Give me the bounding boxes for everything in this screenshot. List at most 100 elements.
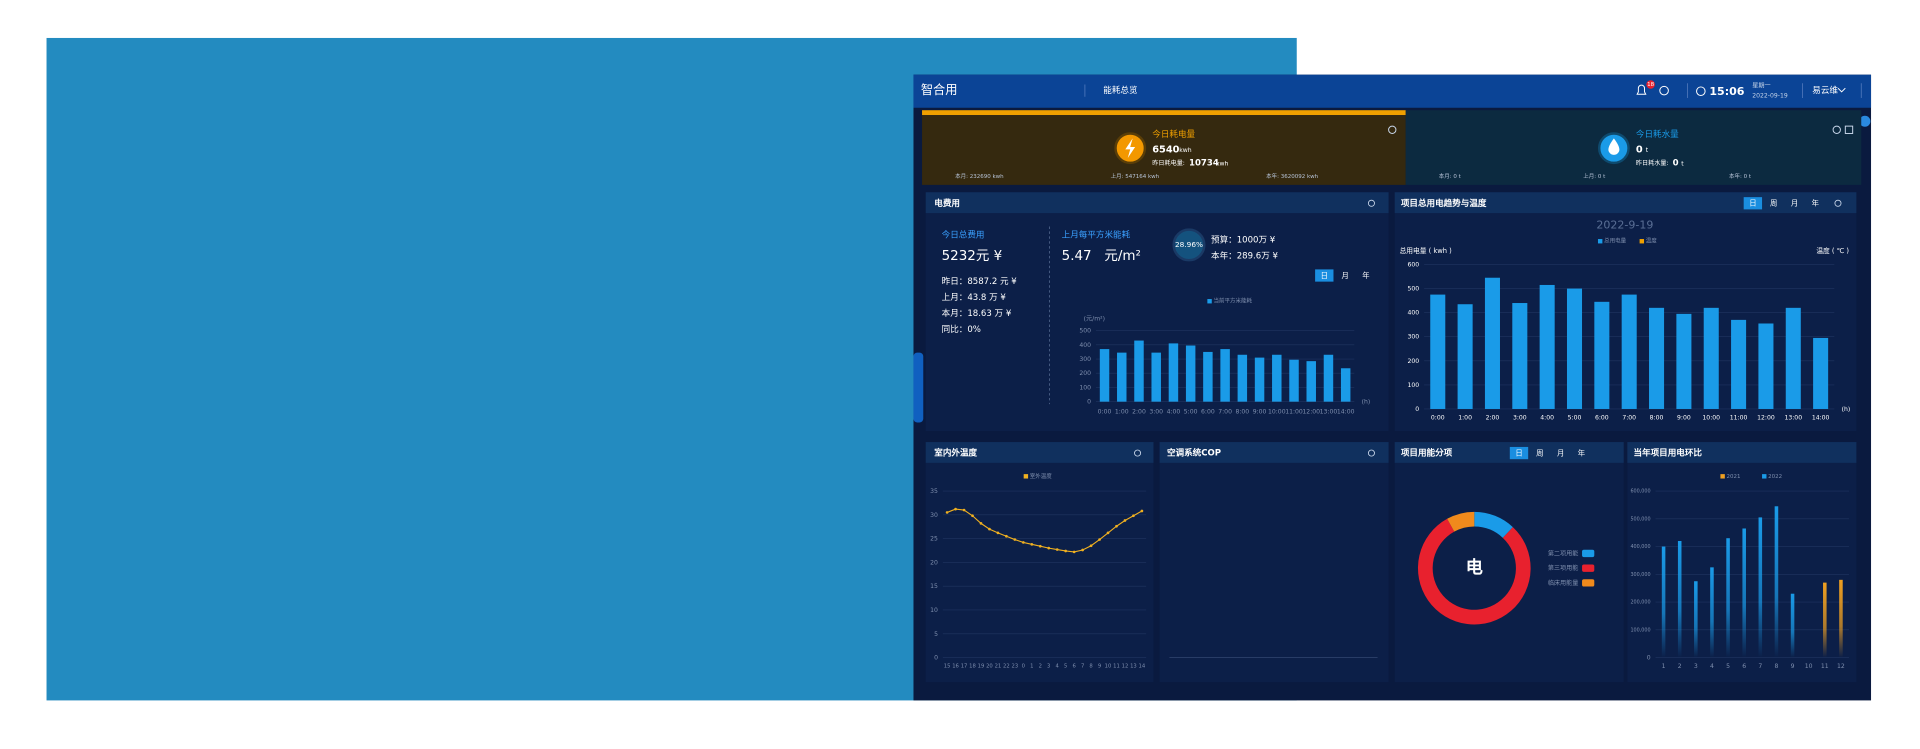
- point: [1005, 534, 1008, 538]
- y-tick-label: 15: [930, 583, 938, 590]
- x-tick-label: 2:00: [1132, 408, 1146, 415]
- card-label: 昨日耗电量:: [1152, 159, 1185, 167]
- card-unit: t: [1646, 147, 1649, 154]
- nav-item[interactable]: 能耗总览: [1103, 84, 1138, 96]
- x-tick-label: 7:00: [1218, 408, 1232, 415]
- legend-label: 总用电量: [1604, 237, 1627, 245]
- x-tick-label: 8: [1774, 663, 1778, 670]
- y-axis-label: 总用电量 ( kwh ): [1400, 246, 1453, 255]
- message-icon[interactable]: [1659, 85, 1669, 96]
- x-tick-label: 21: [995, 664, 1002, 670]
- x-tick-label: 3:00: [1513, 415, 1527, 422]
- budget: 预算：1000万 ¥: [1211, 234, 1276, 246]
- bar: [1512, 303, 1528, 409]
- x-tick-label: 11: [1113, 664, 1120, 670]
- card-title: 今日耗水量: [1636, 128, 1679, 140]
- bar: [1661, 546, 1666, 658]
- ratio: 28.96%: [1175, 240, 1203, 249]
- x-tick-label: 3: [1694, 663, 1698, 670]
- y-tick-label: 100,000: [1630, 627, 1650, 633]
- tab-label[interactable]: 周: [1770, 199, 1777, 208]
- x-tick-label: 2: [1039, 664, 1042, 670]
- card-unit: kwh: [1216, 160, 1229, 167]
- tab[interactable]: [1509, 446, 1529, 460]
- tab-label[interactable]: 月: [1557, 448, 1564, 457]
- x-tick-label: 19: [978, 664, 985, 670]
- bar: [1823, 582, 1827, 658]
- scene: 智合用 能耗总览 18 15:06 星期一 2022-09-19 易云维 今日耗…: [46, 37, 1872, 701]
- tab-label[interactable]: 年: [1578, 448, 1585, 457]
- tab-label[interactable]: 年: [1812, 199, 1819, 208]
- legend-label: 温度: [1646, 237, 1658, 245]
- logo: 智合用: [921, 82, 958, 97]
- x-tick-label: 13:00: [1320, 408, 1338, 415]
- x-tick-label: 18: [969, 664, 976, 670]
- tab[interactable]: [1743, 197, 1763, 210]
- bell-icon[interactable]: [1636, 84, 1647, 95]
- point: [1047, 546, 1051, 550]
- bar: [1117, 352, 1127, 402]
- bar: [1742, 528, 1746, 658]
- bar: [1731, 319, 1747, 409]
- card-stat: 上月: 0 t: [1583, 172, 1606, 180]
- bar: [1289, 359, 1299, 402]
- x-tick-label: 9:00: [1677, 415, 1691, 422]
- side-tab[interactable]: [913, 352, 924, 423]
- x-tick-label: 6:00: [1201, 408, 1215, 415]
- bar: [1203, 351, 1213, 402]
- legend-label: 临床用能量: [1548, 579, 1579, 587]
- x-tick-label: 1:00: [1458, 415, 1472, 422]
- point: [962, 508, 966, 512]
- card-stat: 本年: 3620092 kwh: [1266, 172, 1319, 180]
- x-tick-label: 22: [1003, 664, 1010, 670]
- x-tick-label: 1:00: [1115, 408, 1129, 415]
- legend-swatch: [1597, 239, 1603, 244]
- legend-label: 第三项用能: [1548, 564, 1579, 572]
- bar: [1151, 352, 1161, 402]
- tab[interactable]: [1315, 269, 1334, 282]
- user-menu-chevron[interactable]: [1837, 87, 1846, 93]
- card-label: 昨日耗水量:: [1636, 159, 1669, 167]
- tab-label[interactable]: 年: [1362, 271, 1369, 280]
- bar: [1813, 337, 1829, 409]
- y2-axis-label: 温度 ( ℃ ): [1816, 246, 1849, 255]
- bar: [1539, 284, 1555, 409]
- pie-slice: [1474, 511, 1513, 538]
- cost-line: 上月：43.8 万 ¥: [942, 292, 1007, 303]
- settings-icon[interactable]: [1388, 125, 1397, 134]
- tab-label[interactable]: 日: [1321, 271, 1328, 280]
- card-yesterday: 10734: [1189, 158, 1219, 168]
- x-tick-label: 23: [1012, 664, 1019, 670]
- edit-icon[interactable]: [1844, 125, 1854, 134]
- x-tick-label: 9: [1791, 663, 1795, 670]
- user-name[interactable]: 易云维: [1812, 84, 1838, 96]
- point: [988, 527, 991, 531]
- bar: [1323, 354, 1334, 402]
- y-tick-label: 0: [934, 655, 938, 662]
- tab-label[interactable]: 月: [1791, 199, 1798, 208]
- tab-label[interactable]: 月: [1341, 271, 1348, 280]
- tab-label[interactable]: 周: [1536, 448, 1543, 457]
- y-tick-label: 35: [930, 488, 938, 495]
- y-tick-label: 20: [930, 559, 938, 566]
- bar: [1457, 304, 1473, 409]
- bar: [1726, 538, 1730, 658]
- bar: [1790, 593, 1795, 658]
- bar: [1774, 506, 1779, 658]
- y-tick-label: 10: [930, 607, 938, 614]
- side-icon[interactable]: [1859, 115, 1871, 127]
- x-tick-label: 12: [1122, 664, 1129, 670]
- point: [1089, 544, 1093, 548]
- bar: [1839, 579, 1843, 658]
- point: [1098, 538, 1101, 541]
- x-tick-label: 0: [1022, 664, 1025, 670]
- tab-label[interactable]: 日: [1515, 448, 1522, 457]
- x-tick-label: 10:00: [1702, 415, 1720, 422]
- tab-label[interactable]: 日: [1749, 199, 1756, 208]
- point: [1140, 509, 1144, 513]
- settings-icon[interactable]: [1832, 125, 1841, 134]
- panel-title: 当年项目用电环比: [1633, 447, 1702, 459]
- legend-swatch: [1720, 474, 1725, 479]
- x-tick-label: 4:00: [1540, 415, 1554, 422]
- legend-swatch: [1762, 474, 1767, 479]
